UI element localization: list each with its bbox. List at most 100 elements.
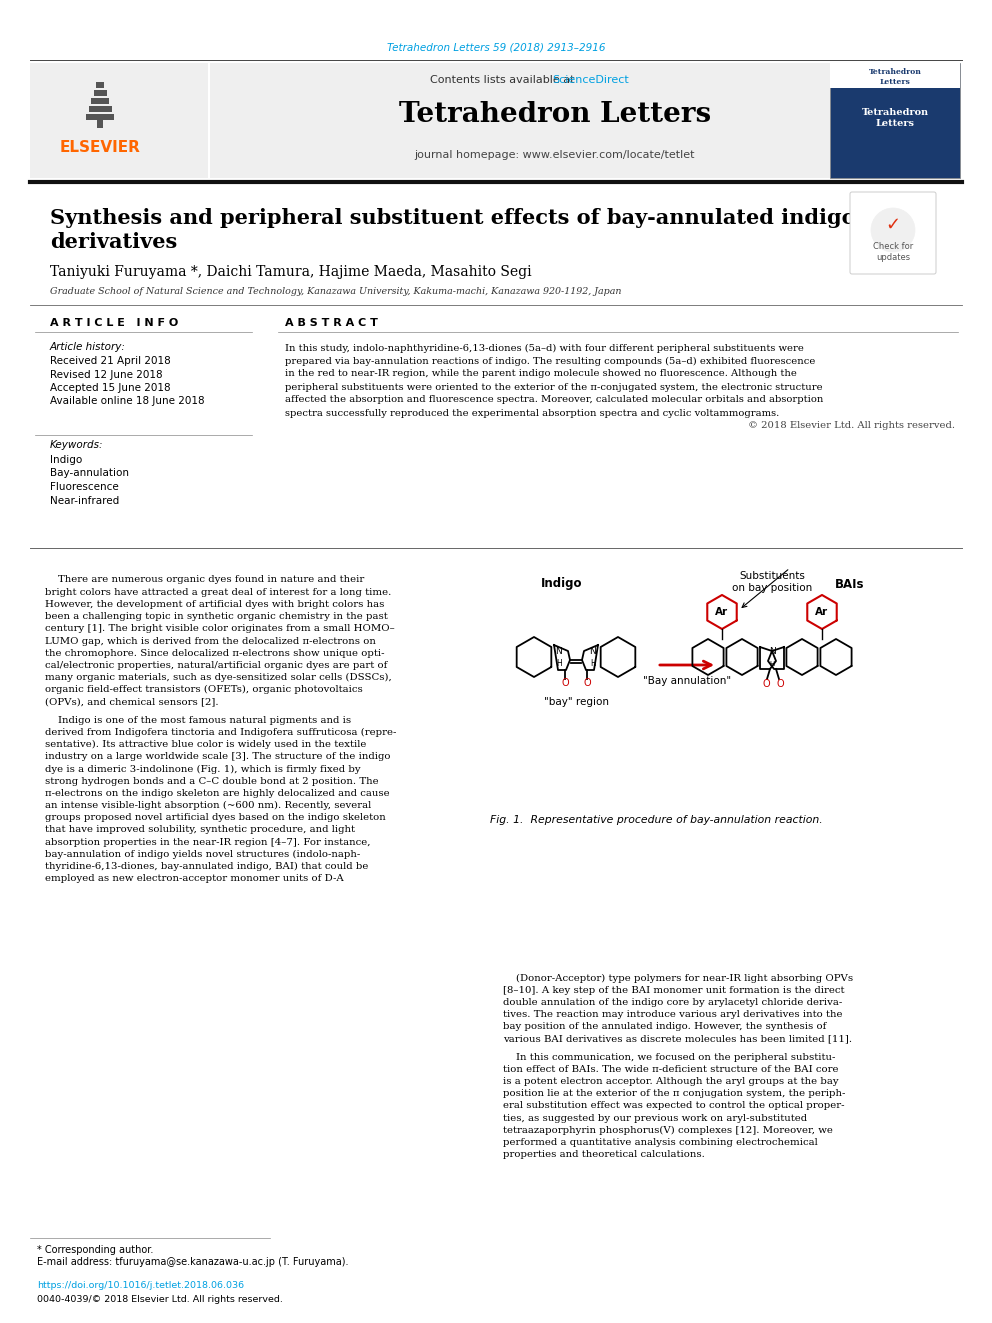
Text: an intense visible-light absorption (~600 nm). Recently, several: an intense visible-light absorption (~60… bbox=[45, 800, 371, 810]
Text: Taniyuki Furuyama *, Daichi Tamura, Hajime Maeda, Masahito Segi: Taniyuki Furuyama *, Daichi Tamura, Haji… bbox=[50, 265, 532, 279]
Text: spectra successfully reproduced the experimental absorption spectra and cyclic v: spectra successfully reproduced the expe… bbox=[285, 409, 780, 418]
Text: bright colors have attracted a great deal of interest for a long time.: bright colors have attracted a great dea… bbox=[45, 587, 392, 597]
Text: Keywords:: Keywords: bbox=[50, 441, 103, 450]
Text: tion effect of BAIs. The wide π-deficient structure of the BAI core: tion effect of BAIs. The wide π-deficien… bbox=[503, 1065, 838, 1074]
Text: in the red to near-IR region, while the parent indigo molecule showed no fluores: in the red to near-IR region, while the … bbox=[285, 369, 797, 378]
Text: eral substitution effect was expected to control the optical proper-: eral substitution effect was expected to… bbox=[503, 1102, 844, 1110]
Text: H: H bbox=[557, 659, 561, 668]
Bar bbox=[96, 82, 104, 89]
Text: Tetrahedron: Tetrahedron bbox=[869, 67, 922, 75]
Text: Graduate School of Natural Science and Technology, Kanazawa University, Kakuma-m: Graduate School of Natural Science and T… bbox=[50, 287, 622, 296]
Text: ✓: ✓ bbox=[886, 216, 901, 234]
Text: derived from Indigofera tinctoria and Indigofera suffruticosa (repre-: derived from Indigofera tinctoria and In… bbox=[45, 728, 397, 737]
Text: Indigo: Indigo bbox=[542, 578, 582, 590]
Text: A B S T R A C T: A B S T R A C T bbox=[285, 318, 378, 328]
Text: In this study, indolo-naphthyridine-6,13-diones (5a–d) with four different perip: In this study, indolo-naphthyridine-6,13… bbox=[285, 344, 804, 352]
Text: affected the absorption and fluorescence spectra. Moreover, calculated molecular: affected the absorption and fluorescence… bbox=[285, 396, 823, 405]
Text: O: O bbox=[583, 677, 591, 688]
Text: Fluorescence: Fluorescence bbox=[50, 482, 119, 492]
Text: Available online 18 June 2018: Available online 18 June 2018 bbox=[50, 397, 204, 406]
Text: ties, as suggested by our previous work on aryl-substituted: ties, as suggested by our previous work … bbox=[503, 1114, 807, 1123]
Text: ELSEVIER: ELSEVIER bbox=[60, 140, 141, 156]
Text: E-mail address: tfuruyama@se.kanazawa-u.ac.jp (T. Furuyama).: E-mail address: tfuruyama@se.kanazawa-u.… bbox=[37, 1257, 348, 1267]
Text: sentative). Its attractive blue color is widely used in the textile: sentative). Its attractive blue color is… bbox=[45, 740, 366, 749]
Text: employed as new electron-acceptor monomer units of D-A: employed as new electron-acceptor monome… bbox=[45, 875, 344, 884]
Text: strong hydrogen bonds and a C–C double bond at 2 position. The: strong hydrogen bonds and a C–C double b… bbox=[45, 777, 379, 786]
Text: LUMO gap, which is derived from the delocalized π-electrons on: LUMO gap, which is derived from the delo… bbox=[45, 636, 376, 646]
Text: © 2018 Elsevier Ltd. All rights reserved.: © 2018 Elsevier Ltd. All rights reserved… bbox=[748, 422, 955, 430]
Text: dye is a dimeric 3-indolinone (Fig. 1), which is firmly fixed by: dye is a dimeric 3-indolinone (Fig. 1), … bbox=[45, 765, 361, 774]
Text: that have improved solubility, synthetic procedure, and light: that have improved solubility, synthetic… bbox=[45, 826, 355, 835]
Text: century [1]. The bright visible color originates from a small HOMO–: century [1]. The bright visible color or… bbox=[45, 624, 395, 634]
Text: various BAI derivatives as discrete molecules has been limited [11].: various BAI derivatives as discrete mole… bbox=[503, 1035, 852, 1044]
Text: Ar: Ar bbox=[815, 607, 828, 617]
Text: bay position of the annulated indigo. However, the synthesis of: bay position of the annulated indigo. Ho… bbox=[503, 1023, 826, 1032]
Text: Tetrahedron Letters: Tetrahedron Letters bbox=[399, 102, 711, 128]
Text: 0040-4039/© 2018 Elsevier Ltd. All rights reserved.: 0040-4039/© 2018 Elsevier Ltd. All right… bbox=[37, 1295, 283, 1304]
Text: thyridine-6,13-diones, bay-annulated indigo, BAI) that could be: thyridine-6,13-diones, bay-annulated ind… bbox=[45, 863, 368, 871]
Text: Tetrahedron Letters 59 (2018) 2913–2916: Tetrahedron Letters 59 (2018) 2913–2916 bbox=[387, 44, 605, 53]
Text: * Corresponding author.: * Corresponding author. bbox=[37, 1245, 154, 1256]
Text: Revised 12 June 2018: Revised 12 June 2018 bbox=[50, 369, 163, 380]
Text: Accepted 15 June 2018: Accepted 15 June 2018 bbox=[50, 382, 171, 393]
FancyBboxPatch shape bbox=[850, 192, 936, 274]
Text: O: O bbox=[762, 679, 770, 689]
Text: N: N bbox=[556, 647, 562, 656]
Text: "bay" region: "bay" region bbox=[544, 697, 608, 706]
Text: Near-infrared: Near-infrared bbox=[50, 496, 119, 505]
Bar bbox=[30, 64, 208, 179]
Text: ScienceDirect: ScienceDirect bbox=[552, 75, 629, 85]
Bar bbox=[86, 114, 114, 120]
Text: In this communication, we focused on the peripheral substitu-: In this communication, we focused on the… bbox=[503, 1053, 835, 1061]
Text: Tetrahedron
Letters: Tetrahedron Letters bbox=[861, 108, 929, 128]
Text: groups proposed novel artificial dyes based on the indigo skeleton: groups proposed novel artificial dyes ba… bbox=[45, 814, 386, 823]
Circle shape bbox=[871, 208, 915, 251]
Text: derivatives: derivatives bbox=[50, 232, 178, 251]
Text: bay-annulation of indigo yields novel structures (indolo-naph-: bay-annulation of indigo yields novel st… bbox=[45, 849, 360, 859]
Bar bbox=[210, 64, 890, 179]
Text: been a challenging topic in synthetic organic chemistry in the past: been a challenging topic in synthetic or… bbox=[45, 613, 388, 620]
Text: Article history:: Article history: bbox=[50, 343, 126, 352]
Text: Letters: Letters bbox=[880, 78, 911, 86]
FancyArrowPatch shape bbox=[660, 662, 711, 669]
Text: BAIs: BAIs bbox=[835, 578, 865, 590]
Text: Fig. 1.  Representative procedure of bay-annulation reaction.: Fig. 1. Representative procedure of bay-… bbox=[490, 815, 822, 826]
Text: "Bay annulation": "Bay annulation" bbox=[643, 676, 731, 687]
Text: performed a quantitative analysis combining electrochemical: performed a quantitative analysis combin… bbox=[503, 1138, 817, 1147]
Text: H: H bbox=[770, 662, 775, 667]
Text: Received 21 April 2018: Received 21 April 2018 bbox=[50, 356, 171, 366]
Text: π-electrons on the indigo skeleton are highly delocalized and cause: π-electrons on the indigo skeleton are h… bbox=[45, 789, 390, 798]
Bar bbox=[830, 64, 960, 89]
Text: properties and theoretical calculations.: properties and theoretical calculations. bbox=[503, 1150, 705, 1159]
Text: journal homepage: www.elsevier.com/locate/tetlet: journal homepage: www.elsevier.com/locat… bbox=[415, 149, 695, 160]
Bar bbox=[91, 98, 109, 105]
Text: industry on a large worldwide scale [3]. The structure of the indigo: industry on a large worldwide scale [3].… bbox=[45, 753, 391, 761]
Text: Indigo is one of the most famous natural pigments and is: Indigo is one of the most famous natural… bbox=[45, 716, 351, 725]
Text: tetraazaporphyrin phosphorus(V) complexes [12]. Moreover, we: tetraazaporphyrin phosphorus(V) complexe… bbox=[503, 1126, 833, 1135]
Text: O: O bbox=[561, 677, 568, 688]
Text: H: H bbox=[590, 659, 596, 668]
Text: Substituents
on bay position: Substituents on bay position bbox=[732, 572, 812, 593]
Text: position lie at the exterior of the π conjugation system, the periph-: position lie at the exterior of the π co… bbox=[503, 1089, 845, 1098]
Text: There are numerous organic dyes found in nature and their: There are numerous organic dyes found in… bbox=[45, 576, 364, 585]
Text: organic field-effect transistors (OFETs), organic photovoltaics: organic field-effect transistors (OFETs)… bbox=[45, 685, 363, 695]
Text: However, the development of artificial dyes with bright colors has: However, the development of artificial d… bbox=[45, 599, 384, 609]
Text: A R T I C L E   I N F O: A R T I C L E I N F O bbox=[50, 318, 179, 328]
Bar bbox=[88, 106, 111, 112]
Text: cal/electronic properties, natural/artificial organic dyes are part of: cal/electronic properties, natural/artif… bbox=[45, 662, 387, 669]
Bar bbox=[97, 118, 103, 128]
Text: Contents lists available at: Contents lists available at bbox=[430, 75, 578, 85]
Text: tives. The reaction may introduce various aryl derivatives into the: tives. The reaction may introduce variou… bbox=[503, 1009, 842, 1019]
Text: (OPVs), and chemical sensors [2].: (OPVs), and chemical sensors [2]. bbox=[45, 697, 218, 706]
Text: many organic materials, such as dye-sensitized solar cells (DSSCs),: many organic materials, such as dye-sens… bbox=[45, 673, 392, 683]
Bar bbox=[830, 64, 960, 179]
Text: Indigo: Indigo bbox=[50, 455, 82, 464]
Text: N: N bbox=[769, 647, 776, 656]
Text: is a potent electron acceptor. Although the aryl groups at the bay: is a potent electron acceptor. Although … bbox=[503, 1077, 838, 1086]
Text: Ar: Ar bbox=[715, 607, 728, 617]
Text: Bay-annulation: Bay-annulation bbox=[50, 468, 129, 479]
Text: N: N bbox=[589, 647, 596, 656]
Text: (Donor-Acceptor) type polymers for near-IR light absorbing OPVs: (Donor-Acceptor) type polymers for near-… bbox=[503, 974, 853, 983]
FancyArrowPatch shape bbox=[742, 570, 788, 607]
Text: O: O bbox=[776, 679, 784, 689]
